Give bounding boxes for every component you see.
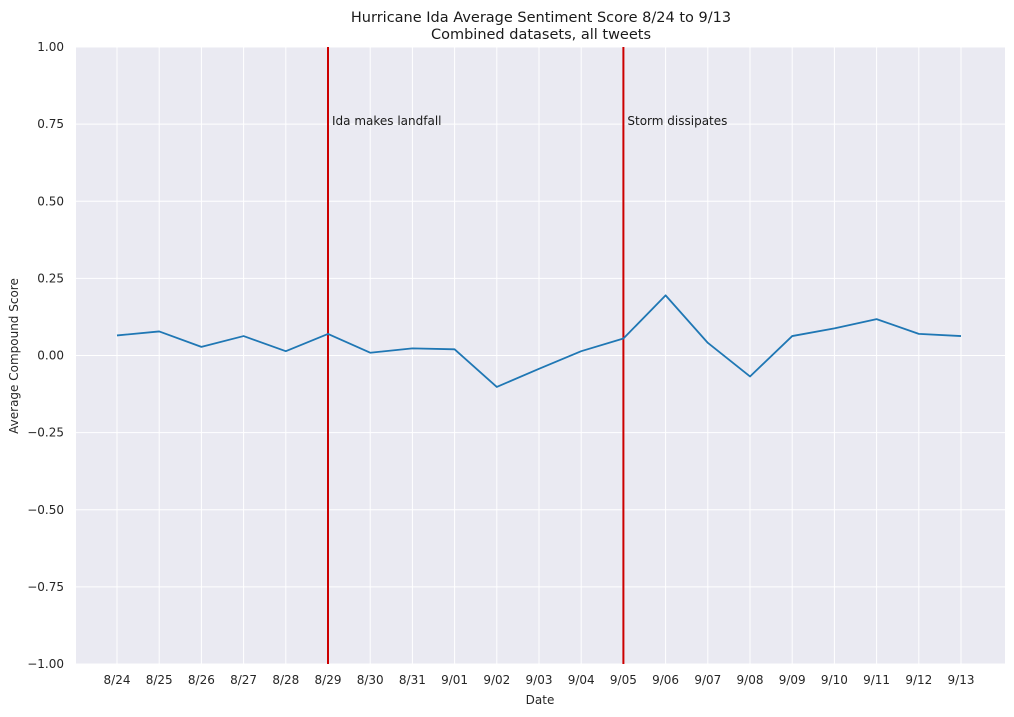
y-tick-label: −0.75	[27, 580, 64, 594]
x-tick-label: 9/08	[737, 673, 764, 687]
x-tick-label: 9/07	[694, 673, 721, 687]
y-axis-label: Average Compound Score	[7, 278, 21, 434]
x-tick-label: 9/01	[441, 673, 468, 687]
x-tick-label: 8/27	[230, 673, 257, 687]
x-tick-label: 8/29	[315, 673, 342, 687]
y-tick-label: 0.25	[37, 271, 64, 285]
x-tick-label: 9/13	[948, 673, 975, 687]
x-tick-label: 9/05	[610, 673, 637, 687]
event-annotation: Ida makes landfall	[332, 114, 442, 128]
event-annotation: Storm dissipates	[627, 114, 727, 128]
series-group	[116, 294, 962, 388]
x-tick-label: 8/30	[357, 673, 384, 687]
x-tick-labels: 8/24 8/25 8/26 8/27 8/28 8/29 8/30 8/31 9/01 9/02…	[104, 673, 975, 687]
x-tick-label: 9/06	[652, 673, 679, 687]
x-tick-label: 8/24	[104, 673, 131, 687]
annotations: Ida makes landfall Storm dissipates	[332, 114, 727, 128]
x-tick-label: 8/26	[188, 673, 215, 687]
y-tick-labels: −1.00 −0.75 −0.50 −0.25 0.00 0.25 0.50 0.75 1.00	[27, 40, 64, 671]
x-tick-label: 9/12	[905, 673, 932, 687]
x-tick-label: 9/11	[863, 673, 890, 687]
y-tick-label: −0.50	[27, 503, 64, 517]
x-tick-label: 9/10	[821, 673, 848, 687]
x-tick-label: 9/02	[483, 673, 510, 687]
grid-lines	[76, 46, 1005, 665]
event-markers	[327, 47, 625, 664]
x-tick-label: 8/25	[146, 673, 173, 687]
y-tick-label: 1.00	[37, 40, 64, 54]
y-tick-label: −1.00	[27, 657, 64, 671]
x-tick-label: 8/31	[399, 673, 426, 687]
y-tick-label: 0.50	[37, 194, 64, 208]
y-tick-label: −0.25	[27, 426, 64, 440]
chart-title: Hurricane Ida Average Sentiment Score 8/…	[351, 10, 731, 26]
x-tick-label: 9/09	[779, 673, 806, 687]
y-tick-label: 0.75	[37, 117, 64, 131]
x-axis-label: Date	[526, 693, 555, 707]
x-tick-label: 9/03	[526, 673, 553, 687]
y-tick-label: 0.00	[37, 349, 64, 363]
chart-subtitle: Combined datasets, all tweets	[431, 27, 651, 43]
x-tick-label: 8/28	[272, 673, 299, 687]
x-tick-label: 9/04	[568, 673, 595, 687]
